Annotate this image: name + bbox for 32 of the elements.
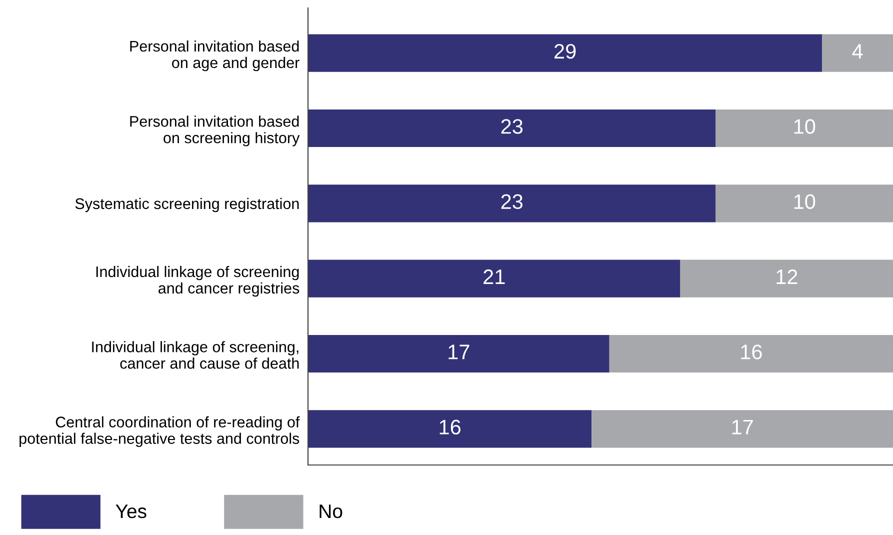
- data-label: 12: [776, 269, 798, 284]
- y-tick-label: Personal invitation based on age and gender: [130, 40, 300, 72]
- bar: [308, 109, 716, 148]
- data-label: 10: [794, 119, 816, 134]
- bar: [716, 109, 893, 148]
- y-tick-label: Central coordination of re-reading of potential false-negative tests and controls: [20, 416, 300, 447]
- data-label: 21: [484, 269, 505, 284]
- bar: [716, 184, 893, 222]
- y-tick-label: Individual linkage of screening and cancer registries: [96, 266, 300, 297]
- bar: [308, 334, 610, 373]
- data-label: 10: [794, 194, 816, 210]
- y-tick-label: Individual linkage of screening, cancer and cause of death: [92, 341, 299, 369]
- data-label: 16: [741, 344, 762, 360]
- y-tick-label: Systematic screening registration: [75, 198, 299, 212]
- bar: [592, 410, 893, 448]
- data-label: 29: [554, 44, 576, 59]
- data-label: 17: [732, 420, 753, 434]
- bar: [609, 334, 893, 373]
- data-label: 23: [501, 194, 523, 210]
- data-label: 17: [448, 344, 470, 360]
- bar: [308, 184, 716, 222]
- y-tick-label: Personal invitation based on screening history: [130, 116, 300, 146]
- legend-label: Yes: [116, 504, 146, 518]
- data-label: 16: [440, 420, 460, 435]
- bar: [308, 34, 822, 72]
- legend-label: No: [320, 504, 342, 518]
- bar: [822, 34, 893, 72]
- bar: [680, 260, 893, 298]
- data-label: 23: [501, 119, 523, 134]
- bar: [308, 260, 680, 298]
- bar: [308, 410, 592, 448]
- data-label: 4: [852, 44, 863, 58]
